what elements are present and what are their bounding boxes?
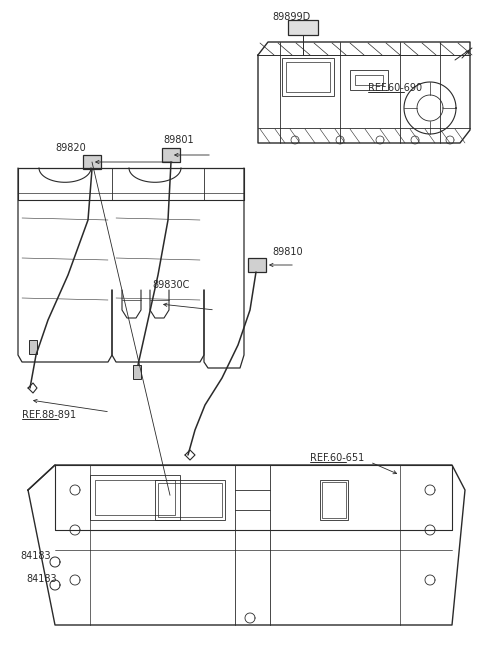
Text: 89801: 89801 (163, 135, 193, 145)
Text: 89810: 89810 (272, 247, 302, 257)
Bar (322, 482, 346, 518)
Text: 89830C: 89830C (152, 280, 190, 290)
Bar (155, 480, 225, 520)
Bar (133, 365, 141, 379)
Bar (355, 75, 383, 85)
Bar (320, 480, 348, 520)
Text: 89820: 89820 (55, 143, 86, 153)
Bar (248, 258, 266, 272)
Text: 84183: 84183 (26, 574, 57, 584)
Bar (158, 483, 222, 517)
Bar (162, 148, 180, 162)
Text: 89899D: 89899D (272, 12, 310, 22)
Bar (288, 20, 318, 35)
Bar (83, 155, 101, 169)
Bar (350, 70, 388, 90)
Bar (286, 62, 330, 92)
Bar (90, 475, 180, 520)
Text: REF.88-891: REF.88-891 (22, 410, 76, 420)
Text: REF.60-690: REF.60-690 (368, 83, 422, 93)
Bar (95, 480, 175, 515)
Bar (282, 58, 334, 96)
Text: REF.60-651: REF.60-651 (310, 453, 364, 463)
Text: 84183: 84183 (20, 551, 50, 561)
Bar (29, 340, 37, 354)
